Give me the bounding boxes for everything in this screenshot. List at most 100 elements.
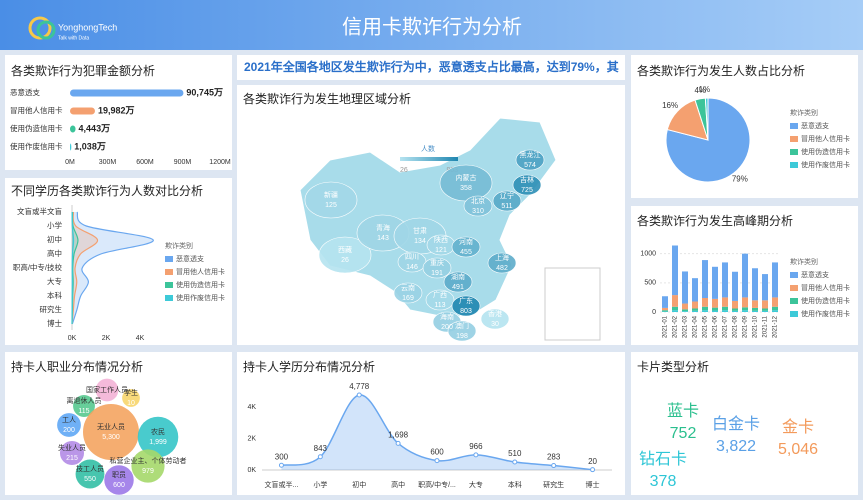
bar (70, 125, 76, 133)
x-tick-label: 900M (174, 159, 192, 166)
legend-label: 恶意透支 (176, 254, 204, 263)
point (395, 440, 401, 446)
value-label: 1,038万 (74, 141, 106, 151)
y-tick-label: 4K (247, 404, 256, 411)
region-value: 200 (441, 324, 453, 331)
x-tick-label: 300M (99, 159, 117, 166)
y-tick-label: 2K (247, 435, 256, 442)
x-tick-label: 博士 (586, 480, 600, 489)
region-value: 574 (524, 162, 536, 169)
panel-title: 各类欺诈行为犯罪金额分析 (11, 63, 155, 78)
bar-segment (712, 298, 718, 308)
region (512, 174, 542, 196)
legend-label: 使用作废信用卡 (176, 293, 225, 302)
y-tick-label: 0 (652, 309, 656, 316)
bubble (75, 459, 105, 489)
region-value: 143 (377, 235, 389, 242)
pie-slice (665, 97, 751, 183)
bar-segment (752, 300, 758, 308)
bubble-label: 农民 (151, 427, 165, 436)
region (515, 149, 545, 171)
card-value: 5,046 (778, 441, 818, 458)
series-line (71, 211, 75, 325)
value-label: 300 (275, 452, 289, 461)
x-tick-label: 文盲或半... (265, 480, 299, 489)
bar-segment (662, 311, 668, 312)
card-value: 752 (670, 425, 697, 442)
x-tick-label: 1200M (209, 159, 231, 166)
point (434, 458, 440, 464)
y-tick-label: 500 (644, 280, 656, 287)
x-tick-label: 2021-05 (703, 315, 709, 338)
region-value: 358 (460, 185, 472, 192)
region-name: 黑龙江 (520, 150, 541, 159)
x-tick-label: 初中 (352, 480, 366, 489)
category-label: 文盲或半文盲 (17, 206, 62, 216)
x-tick-label: 小学 (313, 480, 327, 489)
bar-segment (772, 306, 778, 311)
bar (70, 89, 184, 97)
region-value: 511 (501, 203, 512, 210)
bar (70, 143, 72, 151)
bar-segment (712, 307, 718, 311)
bar-segment (742, 297, 748, 308)
x-tick-label: 2021-08 (733, 315, 739, 338)
region-name: 青海 (376, 223, 390, 232)
region (318, 236, 372, 274)
category-label: 高中 (47, 248, 62, 258)
bar-segment (722, 306, 728, 311)
bar-segment (752, 268, 758, 301)
legend-label: 使用作废信用卡 (801, 160, 850, 169)
bubble-label: 离退休人员 (67, 396, 102, 405)
region (487, 252, 517, 274)
logo-mark (28, 16, 52, 40)
value-label: 1,698 (388, 430, 409, 439)
bar-segment (742, 310, 748, 312)
region-value: 198 (456, 333, 468, 340)
bar-segment (762, 310, 768, 312)
bar-segment (682, 311, 688, 312)
category-label: 大专 (47, 276, 62, 286)
region-name: 澳门 (455, 321, 469, 330)
x-tick-label: 2021-01 (663, 315, 669, 338)
category-label: 职高/中专/技校 (13, 262, 63, 272)
y-tick-label: 0K (247, 467, 256, 474)
x-tick-label: 2021-11 (763, 315, 769, 337)
card-name: 蓝卡 (667, 402, 699, 420)
bar-segment (712, 266, 718, 299)
panel-title: 各类欺诈行为发生地理区域分析 (243, 91, 411, 106)
bar-segment (722, 297, 728, 307)
bubble-value: 550 (84, 476, 96, 483)
region-name: 辽宁 (500, 191, 514, 200)
value-label: 90,745万 (186, 87, 223, 97)
series-line (71, 211, 99, 325)
bubble (137, 416, 179, 458)
legend-swatch (790, 285, 798, 291)
bubble-value: 115 (78, 408, 89, 415)
x-tick-label: 2021-03 (683, 315, 689, 338)
category-label: 博士 (47, 318, 62, 328)
bar-segment (702, 306, 708, 311)
x-tick-label: 研究生 (543, 480, 564, 489)
legend-swatch (165, 269, 173, 275)
region-name: 海南 (440, 312, 454, 321)
legend-swatch (165, 295, 173, 301)
bar-segment (772, 262, 778, 298)
bubble-label: 国家工作人员 (86, 385, 128, 394)
card-name: 金卡 (782, 418, 814, 436)
region-value: 134 (414, 238, 426, 245)
bar-segment (722, 262, 728, 298)
logo-slogan: Talk with Data (58, 35, 89, 41)
region-name: 河南 (459, 237, 473, 246)
value-label: 600 (430, 448, 444, 457)
legend-label: 冒用他人信用卡 (176, 267, 225, 276)
bar-segment (662, 310, 668, 312)
bubble (73, 395, 95, 417)
visualmap-title: 人数 (421, 144, 435, 153)
legend-swatch (165, 282, 173, 288)
region (451, 295, 481, 317)
value-label: 966 (469, 442, 483, 451)
x-tick-label: 2021-10 (753, 315, 759, 338)
legend-swatch (790, 136, 798, 142)
bar-segment (662, 296, 668, 308)
